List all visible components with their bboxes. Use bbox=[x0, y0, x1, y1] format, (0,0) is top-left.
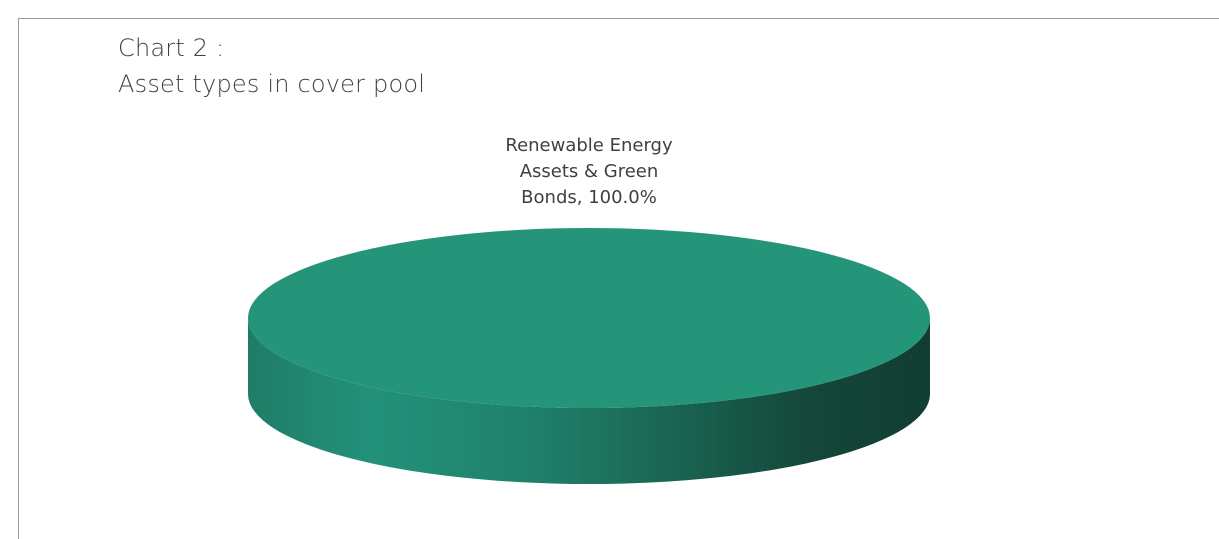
pie-slice-0-side bbox=[248, 318, 930, 484]
chart-title-line-2: Asset types in cover pool bbox=[118, 70, 426, 98]
pie-slice-0-label-line-0: Renewable Energy bbox=[505, 135, 673, 156]
data-labels: Renewable Energy Assets & Green Bonds, 100… bbox=[505, 135, 673, 208]
pie-slice-0-label-line-2: Bonds, 100.0% bbox=[521, 187, 657, 208]
chart-title: Chart 2 : Asset types in cover pool bbox=[118, 30, 425, 102]
chart-title-line-1: Chart 2 : bbox=[118, 34, 225, 62]
pie-slices bbox=[248, 228, 930, 484]
pie-slice-0-label-line-1: Assets & Green bbox=[520, 161, 659, 182]
pie-slice-0-label: Renewable Energy Assets & Green Bonds, 100… bbox=[505, 135, 673, 208]
pie-slice-0 bbox=[248, 228, 930, 408]
